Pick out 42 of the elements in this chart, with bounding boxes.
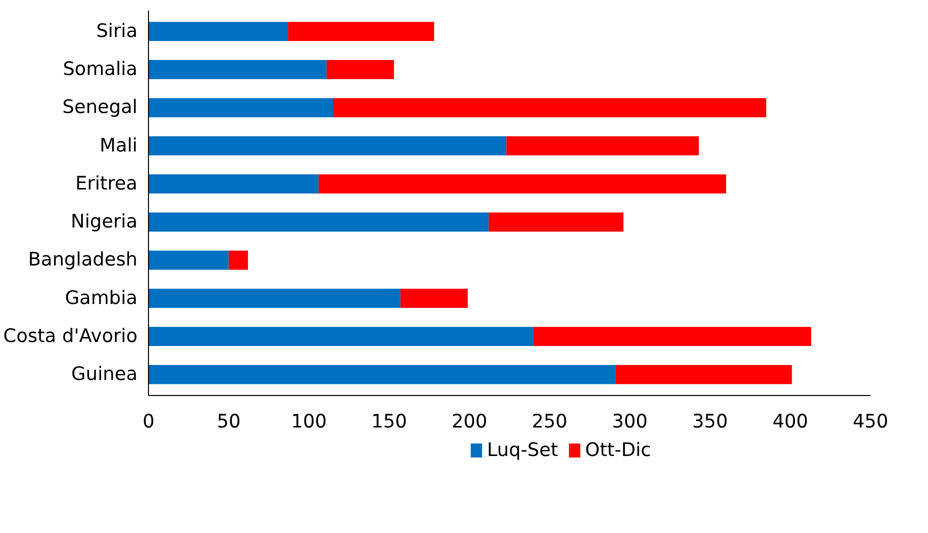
bar <box>506 136 699 156</box>
y-tick-label: Senegal <box>62 97 138 118</box>
bar <box>288 22 434 41</box>
bar <box>148 212 489 232</box>
bar <box>615 365 792 384</box>
bar <box>148 136 506 156</box>
bar <box>148 174 319 194</box>
bar <box>148 288 400 308</box>
x-tick-label: 100 <box>291 412 327 432</box>
x-tick-label: 250 <box>532 412 568 432</box>
legend-label: Ott-Dic <box>585 440 652 461</box>
bar <box>488 212 624 232</box>
y-tick-label: Bangladesh <box>28 250 138 271</box>
bar <box>326 60 394 80</box>
bar <box>148 60 327 80</box>
bar <box>400 288 468 308</box>
bar <box>148 22 288 41</box>
y-tick-label: Gambia <box>64 288 138 309</box>
x-tick-label: 350 <box>692 412 728 432</box>
x-tick-label: 0 <box>142 412 154 432</box>
x-tick-label: 150 <box>371 412 407 432</box>
y-tick-label: Somalia <box>62 59 138 80</box>
y-tick-label: Guinea <box>71 364 138 386</box>
bar <box>333 98 766 118</box>
y-tick-label: Mali <box>100 135 138 156</box>
y-tick-label: Nigeria <box>70 212 138 233</box>
bar <box>148 365 616 384</box>
bar <box>534 326 812 346</box>
x-tick-label: 200 <box>452 412 488 432</box>
x-tick-label: 50 <box>216 412 241 432</box>
y-tick-label: Siria <box>96 20 138 42</box>
legend-label: Luq-Set <box>486 440 558 461</box>
bar <box>148 98 334 118</box>
x-tick-label: 450 <box>852 412 888 432</box>
x-tick-label: 400 <box>772 412 808 432</box>
bar <box>148 326 534 346</box>
bar <box>228 250 248 270</box>
x-tick-label: 300 <box>612 412 648 432</box>
y-tick-label: Costa d'Avorio <box>3 326 138 347</box>
y-tick-label: Eritrea <box>75 173 138 194</box>
bar <box>318 174 726 194</box>
bar <box>148 250 229 270</box>
